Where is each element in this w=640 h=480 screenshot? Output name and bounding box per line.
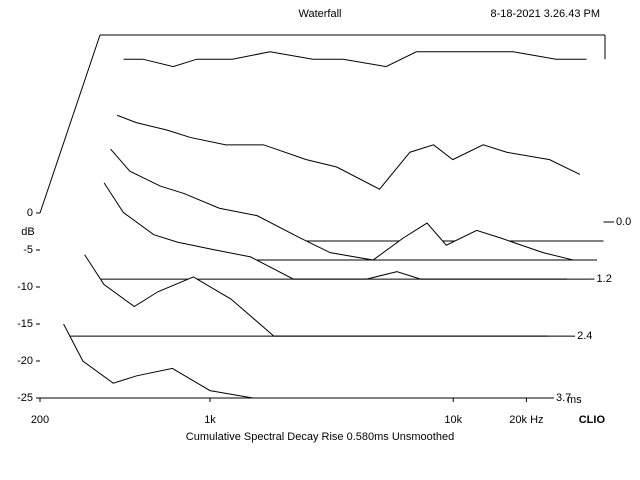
z-tick-label: 0.0 <box>616 216 631 228</box>
y-tick-label: 0 <box>27 207 33 219</box>
slice-line <box>116 114 581 190</box>
y-tick-label: -15 <box>17 318 33 330</box>
z-axis-label: ms <box>567 394 582 406</box>
slice-fill <box>40 324 550 398</box>
y-tick-label: -20 <box>17 355 33 367</box>
x-tick-label: 200 <box>31 414 49 426</box>
z-tick-label: 2.4 <box>577 330 592 342</box>
brand: CLIO <box>579 414 606 426</box>
x-tick-label: 10k <box>444 414 462 426</box>
z-tick-label: 1.2 <box>597 273 612 285</box>
z-tick-label: 3.7 <box>556 392 571 404</box>
side-edge <box>39 34 101 214</box>
y-tick-label: -5 <box>23 244 33 256</box>
slice-line <box>110 148 574 261</box>
y-tick-label: -25 <box>17 392 33 404</box>
slice-fill <box>80 182 591 280</box>
subtitle: Cumulative Spectral Decay Rise 0.580ms U… <box>186 431 454 443</box>
chart-title: Waterfall <box>299 8 342 20</box>
plot-area <box>40 51 610 399</box>
slice-fill <box>61 254 572 337</box>
x-tick-label: 1k <box>204 414 216 426</box>
x-tick-label: 20k Hz <box>509 414 543 426</box>
y-axis-label: dB <box>21 226 34 238</box>
timestamp: 8-18-2021 3.26.43 PM <box>491 8 600 20</box>
slice-fill <box>87 149 598 261</box>
y-tick-label: -10 <box>17 281 33 293</box>
slice-line <box>123 51 587 68</box>
